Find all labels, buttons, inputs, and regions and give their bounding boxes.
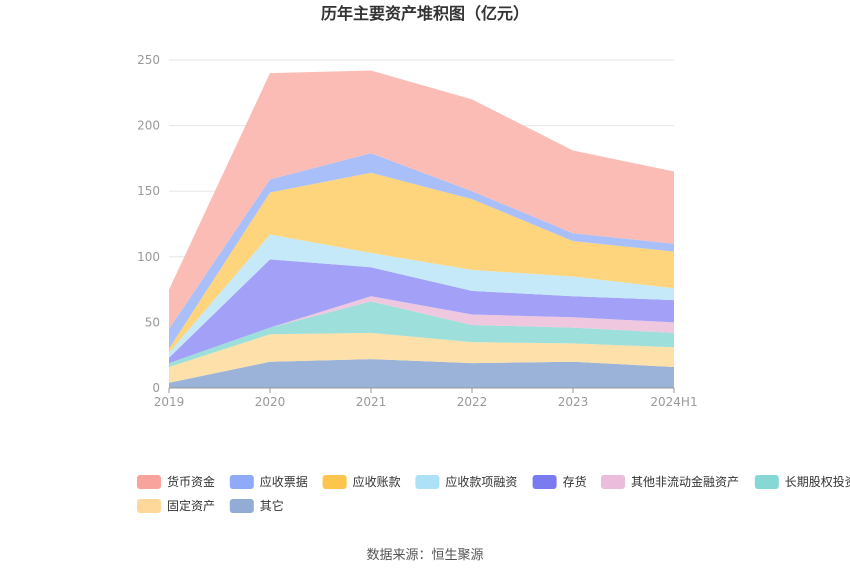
x-tick-label: 2024H1 bbox=[650, 395, 697, 409]
legend-item[interactable]: 货币资金 bbox=[137, 474, 215, 489]
legend-item[interactable]: 固定资产 bbox=[137, 498, 215, 513]
y-tick-label: 250 bbox=[137, 53, 160, 67]
y-tick-label: 200 bbox=[137, 119, 160, 133]
area-series-2 bbox=[169, 301, 674, 367]
area-series-5 bbox=[169, 234, 674, 358]
legend-item[interactable]: 应收票据 bbox=[229, 474, 308, 489]
legend-label: 长期股权投资 bbox=[785, 474, 850, 489]
x-tick-label: 2023 bbox=[558, 395, 589, 409]
legend-label: 固定资产 bbox=[167, 498, 215, 513]
y-tick-label: 100 bbox=[137, 250, 160, 264]
area-series-group bbox=[169, 70, 674, 388]
legend-swatch bbox=[229, 499, 254, 513]
legend-swatch bbox=[532, 475, 557, 489]
area-series-4 bbox=[169, 259, 674, 364]
legend-swatch bbox=[754, 475, 779, 489]
legend-swatch bbox=[137, 475, 161, 489]
source-note: 数据来源：恒生聚源 bbox=[366, 548, 483, 563]
legend-item[interactable]: 存货 bbox=[532, 474, 587, 489]
area-series-3 bbox=[169, 296, 674, 364]
legend-item[interactable]: 应收款项融资 bbox=[415, 474, 517, 489]
legend-label: 货币资金 bbox=[167, 474, 215, 489]
legend-item[interactable]: 其他非流动金融资产 bbox=[601, 474, 739, 489]
legend-label: 存货 bbox=[563, 474, 587, 489]
legend-item[interactable]: 应收账款 bbox=[322, 474, 401, 489]
area-series-1 bbox=[169, 332, 674, 383]
area-series-6 bbox=[169, 172, 674, 353]
legend-label: 应收账款 bbox=[353, 474, 401, 489]
y-tick-label: 50 bbox=[145, 315, 160, 329]
legend-label: 其它 bbox=[260, 498, 284, 513]
legend-label: 应收票据 bbox=[260, 474, 308, 489]
legend-item[interactable]: 其它 bbox=[229, 498, 284, 513]
x-tick-label: 2020 bbox=[255, 395, 286, 409]
legend-swatch bbox=[229, 475, 254, 489]
y-tick-label: 0 bbox=[152, 381, 160, 395]
axes: 0 50 100 150 200 250 2019 2020 2021 2022 2023 2024H… bbox=[137, 53, 698, 409]
x-tick-label: 2022 bbox=[457, 395, 488, 409]
legend-swatch bbox=[322, 475, 347, 489]
legend-swatch bbox=[137, 499, 161, 513]
area-series-8 bbox=[169, 70, 674, 329]
legend-item[interactable]: 长期股权投资 bbox=[754, 474, 850, 489]
legend-label: 其他非流动金融资产 bbox=[631, 474, 739, 489]
legend-swatch bbox=[415, 475, 440, 489]
area-series-0 bbox=[169, 359, 674, 388]
legend-swatch bbox=[601, 475, 625, 489]
chart-title: 历年主要资产堆积图（亿元） bbox=[321, 4, 529, 23]
legend-label: 应收款项融资 bbox=[445, 474, 517, 489]
y-tick-label: 150 bbox=[137, 184, 160, 198]
x-tick-label: 2019 bbox=[154, 395, 185, 409]
x-tick-label: 2021 bbox=[356, 395, 387, 409]
